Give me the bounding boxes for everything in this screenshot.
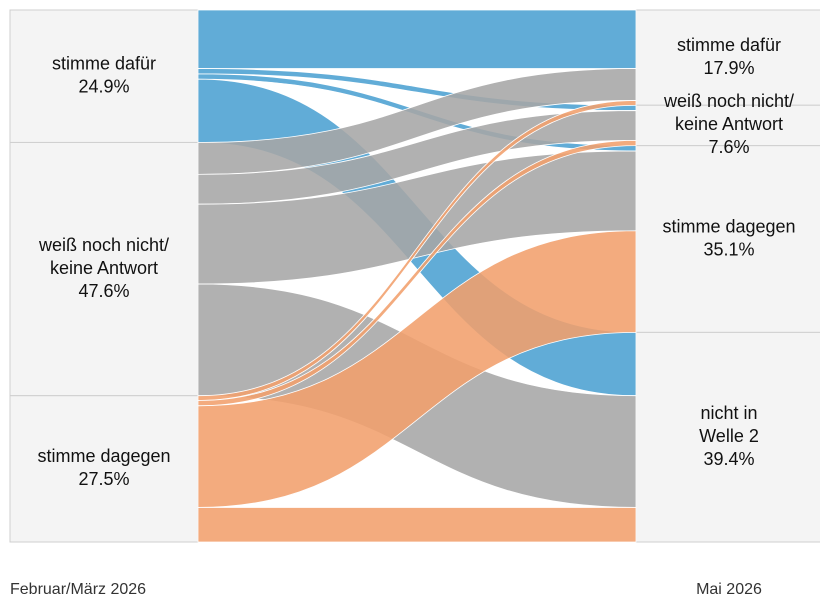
node-label: keine Antwort	[50, 258, 158, 278]
node-label: keine Antwort	[675, 114, 783, 134]
node-label: weiß noch nicht/	[663, 91, 794, 111]
node-value-label: 27.5%	[78, 469, 129, 489]
node-value-label: 47.6%	[78, 281, 129, 301]
node-value-label: 35.1%	[703, 239, 754, 259]
node-box	[635, 145, 820, 333]
stage-label: Februar/März 2026	[10, 581, 146, 598]
node-label: Welle 2	[699, 426, 759, 446]
stage-label: Mai 2026	[696, 581, 762, 598]
node-value-label: 24.9%	[78, 76, 129, 96]
node-box	[9, 141, 199, 397]
flow	[197, 100, 637, 401]
flow	[197, 139, 637, 407]
node-value-label: 7.6%	[708, 137, 749, 157]
node-value-label: 17.9%	[703, 58, 754, 78]
node-value-label: 39.4%	[703, 449, 754, 469]
node-box	[635, 9, 820, 106]
flows	[197, 9, 637, 543]
node-label: stimme dagegen	[37, 446, 170, 466]
node-box	[9, 395, 199, 543]
node-box	[635, 331, 820, 543]
node-label: weiß noch nicht/	[38, 235, 169, 255]
flow	[197, 507, 637, 543]
node-label: stimme dagegen	[662, 216, 795, 236]
node-label: nicht in	[700, 403, 757, 423]
node-box	[9, 9, 199, 143]
node-label: stimme dafür	[52, 53, 156, 73]
flow	[197, 230, 637, 508]
flow	[197, 9, 637, 69]
node-label: stimme dafür	[677, 35, 781, 55]
